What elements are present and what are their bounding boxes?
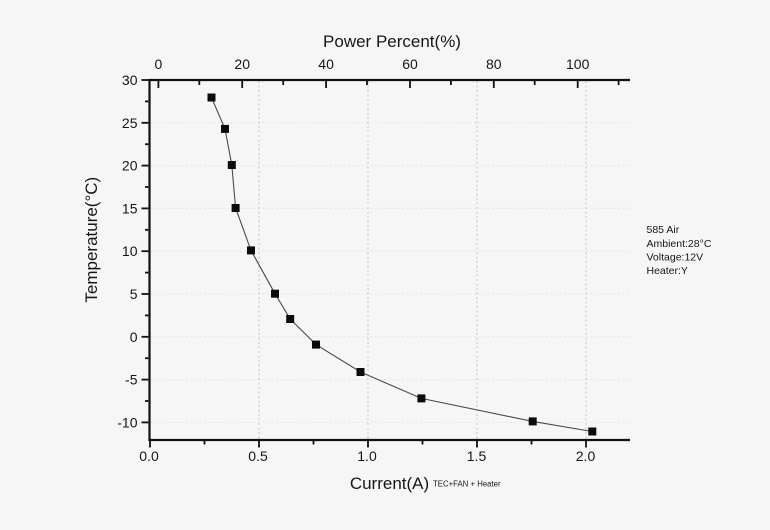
svg-text:Power Percent(%): Power Percent(%)	[323, 32, 461, 51]
svg-text:TEC+FAN + Heater: TEC+FAN + Heater	[433, 479, 501, 488]
svg-text:30: 30	[122, 72, 138, 88]
svg-text:0: 0	[155, 56, 163, 72]
svg-text:15: 15	[122, 200, 138, 216]
svg-text:5: 5	[130, 286, 138, 302]
svg-text:10: 10	[122, 243, 138, 259]
svg-text:1.5: 1.5	[467, 448, 487, 464]
svg-text:80: 80	[486, 56, 502, 72]
svg-text:585 Air: 585 Air	[647, 224, 680, 236]
svg-text:40: 40	[318, 56, 334, 72]
svg-text:1.0: 1.0	[357, 448, 377, 464]
svg-text:0: 0	[130, 329, 138, 345]
svg-text:Voltage:12V: Voltage:12V	[647, 251, 704, 263]
svg-text:20: 20	[122, 158, 138, 174]
svg-text:Heater:Y: Heater:Y	[647, 265, 688, 277]
svg-text:0.5: 0.5	[248, 448, 268, 464]
svg-text:2.0: 2.0	[576, 448, 596, 464]
svg-text:Ambient:28°C: Ambient:28°C	[647, 238, 712, 250]
svg-text:60: 60	[402, 56, 418, 72]
svg-text:25: 25	[122, 115, 138, 131]
svg-text:Temperature(°C): Temperature(°C)	[82, 177, 101, 303]
svg-text:Current(A): Current(A)	[350, 474, 429, 493]
svg-text:20: 20	[234, 56, 250, 72]
svg-text:-10: -10	[117, 414, 137, 430]
svg-text:100: 100	[566, 56, 590, 72]
svg-text:0.0: 0.0	[139, 448, 159, 464]
svg-text:-5: -5	[125, 372, 138, 388]
